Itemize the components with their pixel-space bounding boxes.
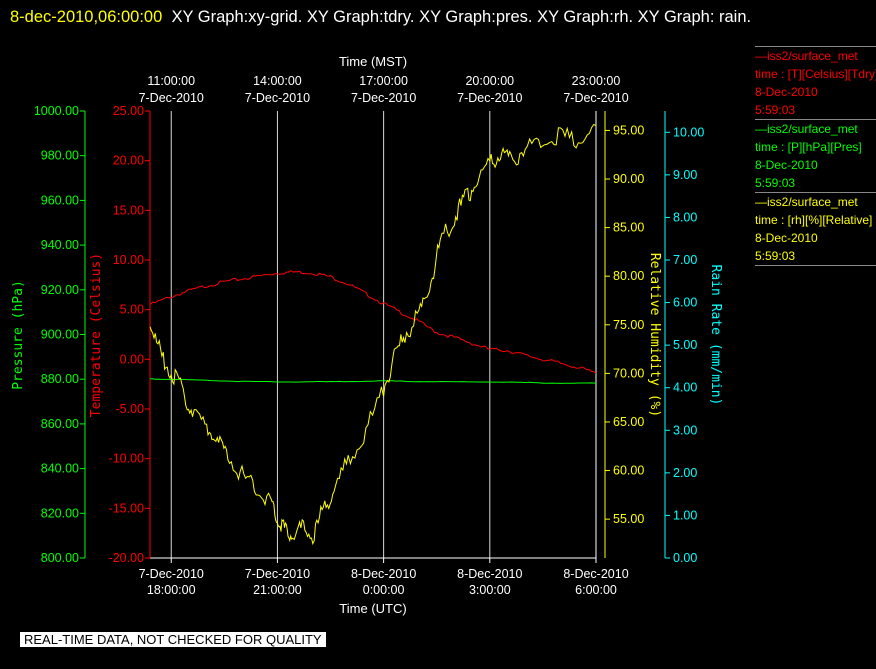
page-title: 8-dec-2010,06:00:00 XY Graph:xy-grid. XY… (10, 3, 860, 31)
x-tick-label-time: 3:00:00 (469, 583, 511, 597)
y-tick-label-temp: 10.00 (113, 253, 144, 267)
top-tick-label-date: 7-Dec-2010 (245, 91, 310, 105)
y-tick-label-pres: 820.00 (41, 506, 79, 520)
y-tick-label-rain: 10.00 (673, 125, 704, 139)
legend-line: —iss2/surface_met (755, 195, 858, 209)
x-tick-label-date: 7-Dec-2010 (139, 567, 204, 581)
graph-list: XY Graph:xy-grid. XY Graph:tdry. XY Grap… (171, 8, 752, 26)
legend-line: —iss2/surface_met (755, 122, 858, 136)
y-tick-label-rain: 9.00 (673, 168, 697, 182)
y-axis-title-rain: Rain Rate (mm/min) (708, 265, 723, 406)
y-tick-label-pres: 860.00 (41, 417, 79, 431)
y-tick-label-rh: 70.00 (613, 366, 644, 380)
y-tick-label-pres: 800.00 (41, 551, 79, 565)
x-axis-title-bottom: Time (UTC) (339, 601, 406, 616)
legend-date: 8-Dec-2010 (755, 231, 818, 245)
x-tick-label-time: 0:00:00 (363, 583, 405, 597)
x-tick-label-time: 6:00:00 (575, 583, 617, 597)
y-axis-title-temp: Temperature (Celsius) (89, 253, 104, 417)
legend-units: time : [P][hPa][Pres] (755, 140, 862, 154)
y-tick-label-pres: 960.00 (41, 193, 79, 207)
top-tick-label-time: 14:00:00 (253, 74, 302, 88)
legend-units: time : [T][Celsius][Tdry] (755, 67, 876, 81)
x-tick-label-date: 7-Dec-2010 (245, 567, 310, 581)
x-tick-label-time: 21:00:00 (253, 583, 302, 597)
top-tick-label-time: 17:00:00 (359, 74, 408, 88)
top-tick-label-time: 20:00:00 (465, 74, 514, 88)
y-tick-label-rh: 95.00 (613, 123, 644, 137)
y-tick-label-rh: 75.00 (613, 318, 644, 332)
y-tick-label-rh: 65.00 (613, 415, 644, 429)
y-tick-label-rh: 55.00 (613, 512, 644, 526)
series-line-rh (149, 123, 597, 546)
y-tick-label-pres: 980.00 (41, 149, 79, 163)
x-tick-label-time: 18:00:00 (147, 583, 196, 597)
top-tick-label-date: 7-Dec-2010 (139, 91, 204, 105)
y-tick-label-pres: 900.00 (41, 328, 79, 342)
legend-time: 5:59:03 (755, 176, 796, 190)
x-tick-label-date: 8-Dec-2010 (563, 567, 628, 581)
series-line-temp (149, 270, 597, 374)
y-axis-title-rh: Relative Humidity (%) (647, 253, 662, 417)
legend-date: 8-Dec-2010 (755, 85, 818, 99)
y-tick-label-pres: 1000.00 (34, 104, 79, 118)
y-tick-label-pres: 840.00 (41, 462, 79, 476)
y-tick-label-temp: 25.00 (113, 104, 144, 118)
y-tick-label-rain: 4.00 (673, 381, 697, 395)
y-tick-label-rain: 2.00 (673, 466, 697, 480)
series-line-pres (149, 378, 597, 384)
y-tick-label-temp: -15.00 (109, 501, 144, 515)
legend-time: 5:59:03 (755, 249, 796, 263)
y-tick-label-temp: 0.00 (120, 352, 144, 366)
y-tick-label-rain: 0.00 (673, 551, 697, 565)
top-tick-label-date: 7-Dec-2010 (563, 91, 628, 105)
y-tick-label-rain: 5.00 (673, 338, 697, 352)
legend-time: 5:59:03 (755, 103, 796, 117)
y-tick-label-temp: 15.00 (113, 203, 144, 217)
y-tick-label-temp: 20.00 (113, 154, 144, 168)
y-tick-label-rain: 6.00 (673, 296, 697, 310)
y-tick-label-rh: 90.00 (613, 172, 644, 186)
legend-line: —iss2/surface_met (755, 49, 858, 63)
legend-units: time : [rh][%][Relative] (755, 213, 873, 227)
x-tick-label-date: 8-Dec-2010 (457, 567, 522, 581)
top-tick-label-date: 7-Dec-2010 (457, 91, 522, 105)
y-tick-label-rh: 80.00 (613, 269, 644, 283)
x-tick-label-date: 8-Dec-2010 (351, 567, 416, 581)
y-tick-label-pres: 920.00 (41, 283, 79, 297)
y-tick-label-pres: 880.00 (41, 372, 79, 386)
top-tick-label-time: 23:00:00 (572, 74, 621, 88)
y-tick-label-rh: 85.00 (613, 221, 644, 235)
legend-date: 8-Dec-2010 (755, 158, 818, 172)
y-tick-label-temp: -20.00 (109, 551, 144, 565)
graph-timestamp: 8-dec-2010,06:00:00 (10, 8, 163, 26)
y-tick-label-temp: -10.00 (109, 452, 144, 466)
x-axis-title-top: Time (MST) (339, 54, 407, 69)
y-tick-label-rain: 1.00 (673, 508, 697, 522)
y-tick-label-temp: 5.00 (120, 303, 144, 317)
top-tick-label-time: 11:00:00 (147, 74, 195, 88)
y-tick-label-temp: -5.00 (116, 402, 145, 416)
quality-disclaimer: REAL-TIME DATA, NOT CHECKED FOR QUALITY (20, 632, 326, 647)
y-tick-label-rh: 60.00 (613, 464, 644, 478)
y-tick-label-rain: 3.00 (673, 423, 697, 437)
y-tick-label-rain: 8.00 (673, 210, 697, 224)
y-tick-label-pres: 940.00 (41, 238, 79, 252)
y-tick-label-rain: 7.00 (673, 253, 697, 267)
top-tick-label-date: 7-Dec-2010 (351, 91, 416, 105)
y-axis-title-pres: Pressure (hPa) (11, 280, 26, 390)
